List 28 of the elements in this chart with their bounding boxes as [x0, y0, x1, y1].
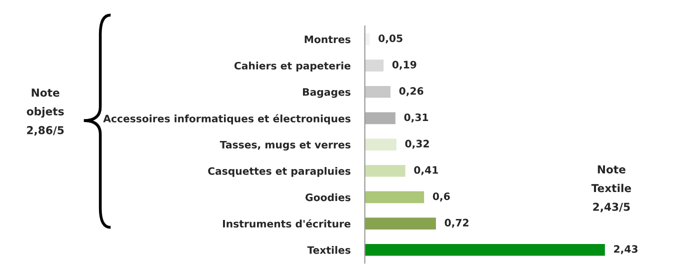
data-label: 0,72	[444, 218, 468, 228]
text: Note objets 2,86/5	[26, 88, 64, 136]
y-tick-label: Tasses, mugs et verres	[220, 140, 350, 151]
y-tick-label: Montres	[304, 36, 350, 44]
data-label: 0,41	[414, 166, 438, 176]
data-label: 0,31	[404, 113, 428, 122]
bar	[364, 60, 384, 72]
annotation: Note Textile 2,43/5	[591, 165, 632, 212]
bar	[364, 86, 390, 98]
y-tick-label: Cahiers et papeterie	[234, 62, 350, 72]
y-tick-label: Bagages	[303, 88, 350, 98]
y-tick-label: Instruments d'écriture	[223, 219, 350, 228]
data-label: 0,6	[432, 192, 450, 202]
data-label: 0,32	[405, 140, 429, 149]
bar	[364, 138, 396, 150]
bar	[364, 218, 436, 230]
bar	[364, 164, 406, 177]
data-label: 0,26	[399, 87, 424, 96]
y-tick-label: Accessoires informatiques et électroniques	[103, 114, 350, 124]
bar	[364, 191, 424, 204]
y-tick-label: Textiles	[307, 246, 350, 254]
bar	[364, 112, 396, 124]
data-label: 0,19	[392, 60, 416, 70]
y-tick-label: Goodies	[306, 193, 350, 202]
data-label: 0,05	[378, 34, 402, 44]
data-label: 2,43	[614, 245, 638, 254]
bar	[364, 244, 605, 256]
y-tick-label: Casquettes et parapluies	[208, 167, 350, 177]
